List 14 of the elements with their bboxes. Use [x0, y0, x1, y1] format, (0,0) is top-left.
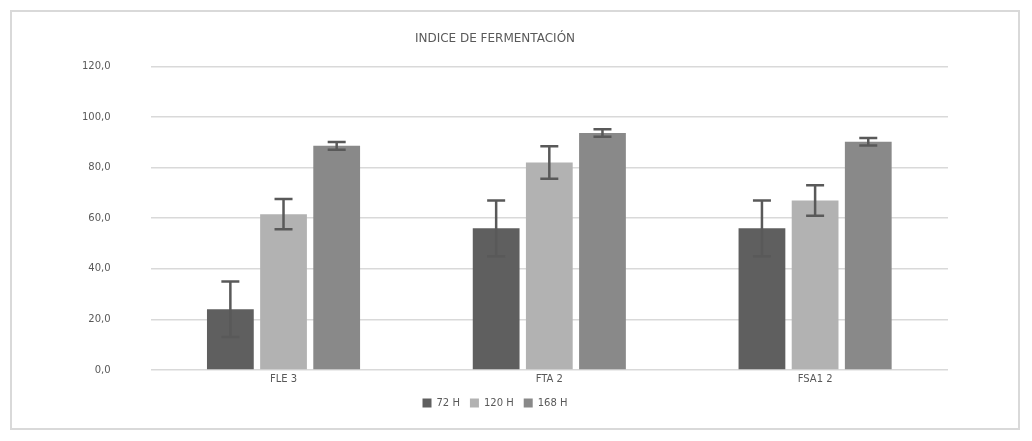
y-tick-label: 80,0 — [88, 161, 111, 173]
x-tick-label: FSA1 2 — [797, 372, 833, 384]
y-tick-label: 100,0 — [81, 110, 111, 122]
legend-label: 168 H — [537, 396, 568, 408]
legend-label: 120 H — [483, 396, 514, 408]
y-tick-label: 60,0 — [88, 211, 111, 223]
x-tick-label: FLE 3 — [269, 372, 298, 384]
x-tick-label: FTA 2 — [535, 372, 563, 384]
legend-label: 72 H — [436, 396, 460, 408]
y-tick-label: 0,0 — [94, 363, 111, 375]
y-tick-label: 20,0 — [88, 312, 111, 324]
y-tick-label: 120,0 — [81, 59, 111, 71]
y-tick-label: 40,0 — [88, 262, 111, 274]
chart-title: INDICE DE FERMENTACIÓN — [414, 30, 576, 46]
